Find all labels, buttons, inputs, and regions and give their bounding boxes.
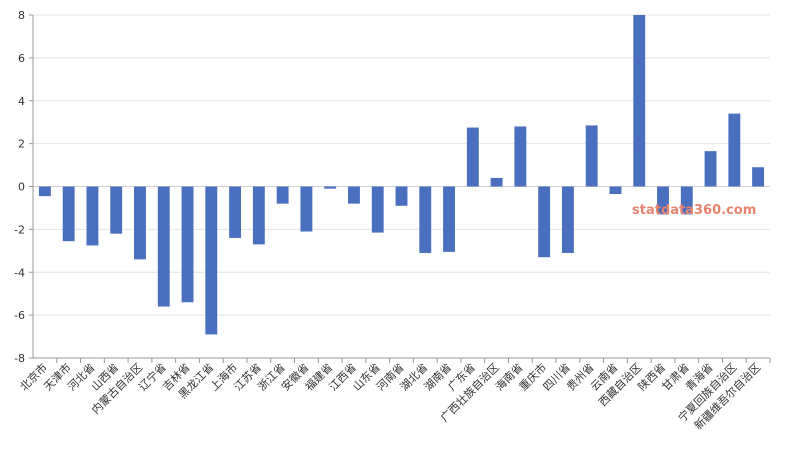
bar: [38, 186, 51, 197]
bar: [680, 186, 693, 215]
bar: [490, 177, 503, 187]
bar: [348, 186, 360, 204]
bar: [657, 186, 669, 215]
bar: [181, 186, 194, 303]
bar: [276, 186, 289, 204]
bar: [538, 186, 551, 258]
bar: [157, 186, 170, 307]
y-tick-label: 2: [18, 138, 25, 151]
bar: [86, 186, 99, 246]
bar: [205, 186, 218, 335]
y-tick-label: 0: [18, 181, 25, 194]
y-tick-label: 4: [18, 95, 25, 108]
bar: [300, 186, 313, 232]
bar: [704, 151, 717, 187]
bar: [110, 186, 123, 234]
bar: [514, 126, 527, 187]
bar: [561, 186, 574, 253]
bars: [38, 15, 765, 335]
bar: [466, 127, 479, 187]
y-axis: -8 -6 -4 -2 0 2 4 6 8: [14, 9, 34, 365]
bar: [752, 167, 765, 187]
bar: [134, 186, 146, 260]
y-tick-label: 8: [18, 9, 25, 22]
bar: [229, 186, 242, 238]
bar: [252, 186, 265, 245]
bar: [395, 186, 408, 206]
bar: [62, 186, 75, 242]
bar: [419, 186, 432, 253]
y-tick-label: -6: [14, 309, 25, 322]
y-tick-label: -2: [14, 223, 25, 236]
bar: [324, 186, 337, 189]
bar: [585, 125, 598, 187]
bar: [371, 186, 384, 233]
watermark: statdata360.com: [632, 203, 756, 218]
y-tick-label: 6: [18, 52, 25, 65]
x-axis: 北京市天津市河北省山西省内蒙古自治区辽宁省吉林省黑龙江省上海市江苏省浙江省安徽省…: [17, 357, 771, 432]
bar: [728, 113, 741, 187]
bar: [609, 186, 622, 195]
bar: [633, 15, 646, 187]
bar: [443, 186, 455, 252]
y-tick-label: -4: [14, 266, 25, 279]
y-tick-label: -8: [14, 352, 25, 365]
